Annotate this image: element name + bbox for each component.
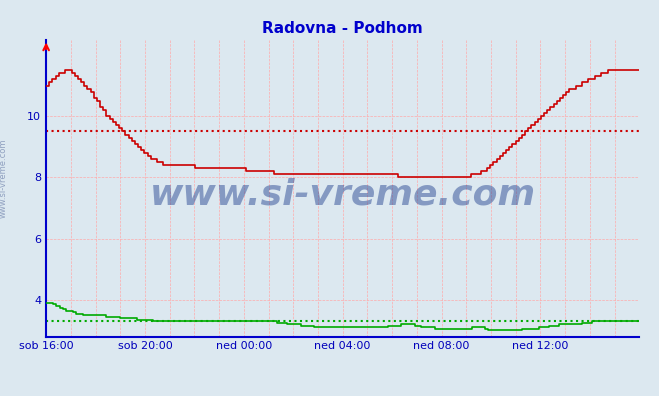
Title: Radovna - Podhom: Radovna - Podhom [262, 21, 423, 36]
Text: www.si-vreme.com: www.si-vreme.com [0, 139, 8, 218]
Text: www.si-vreme.com: www.si-vreme.com [150, 177, 536, 211]
